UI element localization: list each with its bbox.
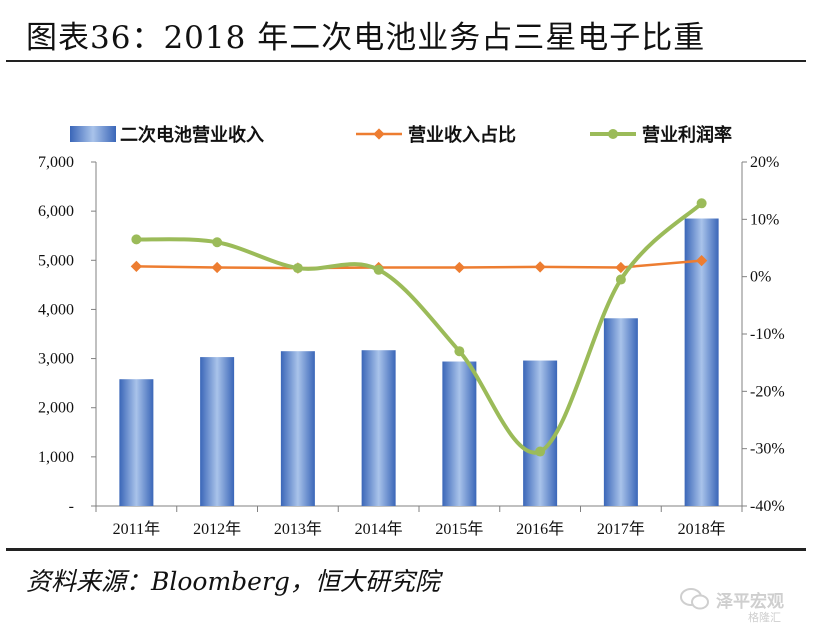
footer-divider [6, 548, 806, 551]
left-tick-label: 5,000 [38, 252, 74, 269]
watermark: 泽平宏观 格隆汇 [672, 585, 812, 629]
right-tick-label: 10% [750, 211, 779, 228]
share-point [130, 260, 143, 273]
left-tick-label: 6,000 [38, 203, 74, 220]
right-tick-label: -40% [750, 498, 785, 515]
revenue-bar [361, 350, 396, 506]
right-tick-label: -30% [750, 441, 785, 458]
chart-legend: 二次电池营业收入 营业收入占比 营业利润率 [70, 124, 732, 145]
x-tick-label: 2017年 [597, 520, 645, 538]
share-point [453, 261, 466, 274]
legend-bar-swatch [70, 126, 116, 142]
margin-point [131, 234, 142, 245]
revenue-bar [200, 357, 235, 506]
legend-margin-marker [608, 129, 618, 139]
watermark-subtext: 格隆汇 [748, 611, 781, 624]
left-tick-label: 4,000 [38, 301, 74, 318]
revenue-bar [684, 218, 719, 506]
x-tick-label: 2018年 [678, 520, 726, 538]
chart-title: 图表36：2018 年二次电池业务占三星电子比重 [26, 20, 706, 56]
x-tick-label: 2011年 [113, 520, 160, 538]
x-tick-label: 2013年 [274, 520, 322, 538]
left-tick-label: 3,000 [38, 351, 74, 368]
x-tick-label: 2012年 [193, 520, 241, 538]
share-point [695, 254, 708, 267]
wechat-icon [680, 588, 709, 610]
left-tick-label: - [69, 498, 74, 515]
margin-point [615, 274, 626, 285]
right-tick-label: -10% [750, 326, 785, 343]
share-point [211, 261, 223, 274]
revenue-bar [442, 361, 477, 506]
revenue-bar [280, 351, 315, 506]
margin-point [454, 346, 465, 357]
legend-label-revenue: 二次电池营业收入 [120, 124, 264, 145]
right-tick-label: 20% [750, 154, 779, 171]
share-point [615, 261, 627, 274]
margin-line [136, 201, 703, 455]
margin-point [212, 237, 223, 248]
share-point [534, 261, 546, 273]
right-tick-label: -20% [750, 383, 785, 400]
revenue-bar [523, 360, 558, 506]
margin-point [373, 264, 384, 275]
share-line [136, 259, 702, 270]
right-tick-label: 0% [750, 269, 771, 286]
left-tick-label: 2,000 [38, 400, 74, 417]
left-tick-label: 7,000 [38, 154, 74, 171]
margin-point [535, 446, 546, 457]
revenue-bar [119, 379, 154, 506]
x-tick-label: 2015年 [435, 520, 483, 538]
left-tick-label: 1,000 [38, 449, 74, 466]
x-tick-label: 2016年 [516, 520, 564, 538]
watermark-text: 泽平宏观 [716, 592, 784, 612]
source-note: 资料来源：Bloomberg，恒大研究院 [26, 567, 440, 596]
x-tick-label: 2014年 [355, 520, 403, 538]
legend-label-margin: 营业利润率 [642, 124, 732, 145]
margin-point [696, 198, 707, 209]
legend-label-share: 营业收入占比 [408, 124, 516, 145]
revenue-bar [603, 318, 638, 506]
title-divider [6, 60, 806, 62]
legend-share-marker [373, 128, 385, 140]
margin-point [292, 263, 303, 274]
